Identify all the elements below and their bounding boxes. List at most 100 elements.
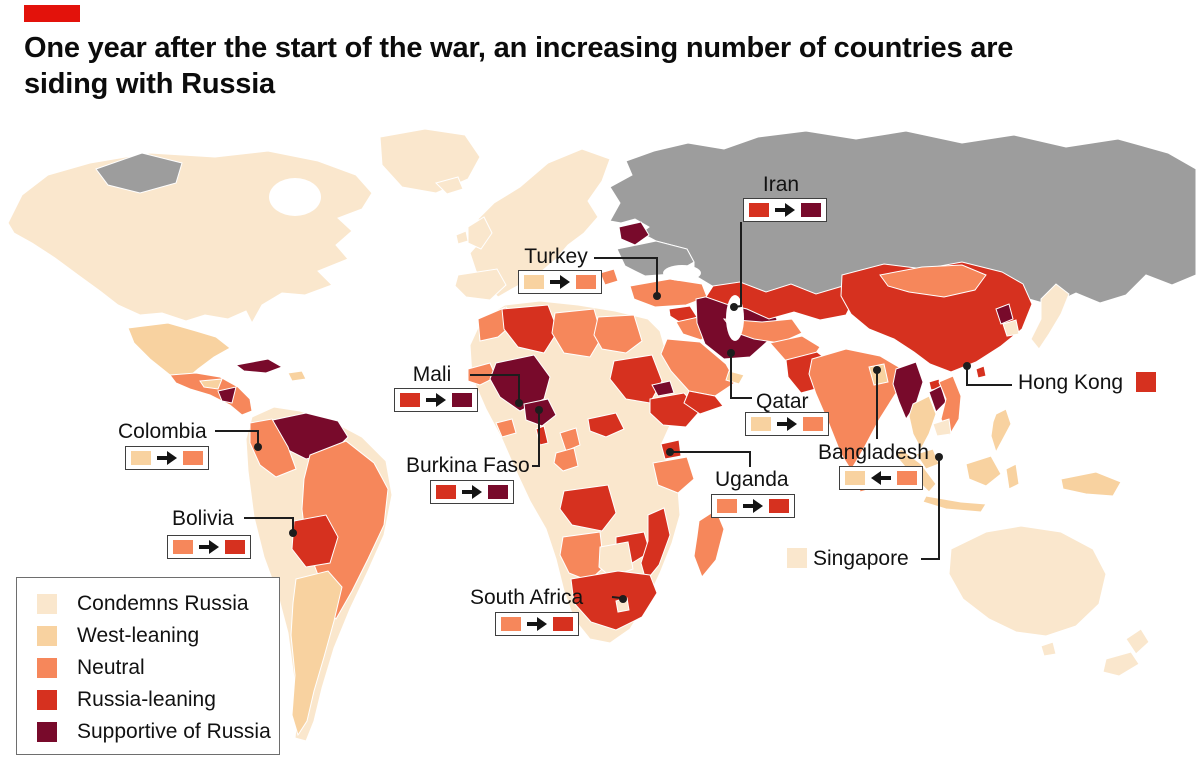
country-java <box>922 495 987 513</box>
country-cameroon <box>559 427 581 452</box>
country-ireland <box>455 230 469 245</box>
country-cuba <box>234 358 284 374</box>
callout-label-colombia: Colombia <box>118 420 207 443</box>
swatch-mali-from <box>400 393 420 407</box>
swatch-turkey-from <box>524 275 544 289</box>
callout-label-iran: Iran <box>762 173 800 196</box>
country-tanzania <box>652 456 695 494</box>
hudson-bay <box>269 178 321 216</box>
country-europe-base <box>469 148 611 298</box>
country-philippines <box>990 408 1012 454</box>
legend-item: Neutral <box>37 652 279 684</box>
arrow-left-icon <box>870 470 892 486</box>
callout-label-turkey: Turkey <box>524 245 588 268</box>
country-iberia <box>454 268 507 301</box>
country-new-zealand-north <box>1125 628 1150 655</box>
callout-label-qatar: Qatar <box>756 390 809 413</box>
arrow-right-icon <box>425 392 447 408</box>
country-north-america <box>7 150 373 325</box>
country-russia-chukotka <box>95 152 183 194</box>
callout-label-singapore: Singapore <box>813 547 909 570</box>
swatch-bolivia-to <box>225 540 245 554</box>
country-mongolia <box>879 264 987 298</box>
swatch-bangladesh-from <box>897 471 917 485</box>
swatch-iran-to <box>801 203 821 217</box>
callout-box-qatar <box>745 412 829 436</box>
callout-box-bolivia <box>167 535 251 559</box>
title-line-1: One year after the start of the war, an … <box>24 32 1014 64</box>
callout-box-uganda <box>711 494 795 518</box>
callout-label-hong-kong: Hong Kong <box>1018 371 1124 394</box>
callout-label-bangladesh: Bangladesh <box>818 441 929 464</box>
arrow-right-icon <box>461 484 483 500</box>
arrow-right-icon <box>198 539 220 555</box>
country-angola <box>559 484 617 532</box>
swatch-qatar-from <box>751 417 771 431</box>
callout-box-colombia <box>125 446 209 470</box>
legend-label: Russia-leaning <box>77 688 216 711</box>
country-belarus <box>618 221 650 246</box>
legend-item: Russia-leaning <box>37 684 279 716</box>
callout-box-bangladesh <box>839 466 923 490</box>
swatch-colombia-from <box>131 451 151 465</box>
legend-swatch-neutral <box>37 658 57 678</box>
legend-item: Supportive of Russia <box>37 716 279 748</box>
arrow-right-icon <box>526 616 548 632</box>
country-mozambique <box>640 507 671 583</box>
swatch-qatar-to <box>803 417 823 431</box>
swatch-bangladesh-to <box>845 471 865 485</box>
country-hispaniola <box>287 370 307 382</box>
swatch-burkina-from <box>436 485 456 499</box>
legend-swatch-russia <box>37 690 57 710</box>
legend-item: Condemns Russia <box>37 588 279 620</box>
arrow-right-icon <box>156 450 178 466</box>
country-south-africa <box>570 570 658 631</box>
page-title: One year after the start of the war, an … <box>24 30 1134 102</box>
country-mexico <box>127 322 231 382</box>
country-cambodia <box>932 418 952 437</box>
swatch-south-africa-to <box>553 617 573 631</box>
swatch-bolivia-from <box>173 540 193 554</box>
callout-box-burkina-faso <box>430 480 514 504</box>
country-china <box>840 261 1033 373</box>
country-turkey <box>629 278 708 308</box>
country-libya <box>551 308 603 358</box>
swatch-uganda-from <box>717 499 737 513</box>
country-colombia <box>249 418 297 478</box>
country-madagascar <box>693 509 725 578</box>
swatch-burkina-to <box>488 485 508 499</box>
legend-label: Condemns Russia <box>77 592 249 615</box>
swatch-hong-kong-status <box>1136 372 1156 392</box>
country-bolivia <box>291 514 339 568</box>
swatch-uganda-to <box>769 499 789 513</box>
title-line-2: siding with Russia <box>24 68 275 100</box>
swatch-iran-from <box>749 203 769 217</box>
country-sulawesi <box>1005 463 1020 490</box>
legend-item: West-leaning <box>37 620 279 652</box>
world-choropleth-map <box>7 128 1197 742</box>
callout-box-iran <box>743 198 827 222</box>
country-nicaragua <box>217 386 237 404</box>
black-sea <box>663 265 701 281</box>
country-eritrea <box>651 380 675 397</box>
country-tasmania <box>1040 641 1057 657</box>
country-borneo <box>965 455 1002 487</box>
swatch-mali-to <box>452 393 472 407</box>
country-honduras <box>199 378 223 390</box>
legend-label: Supportive of Russia <box>77 720 271 743</box>
country-argentina <box>290 570 343 737</box>
callout-label-bolivia: Bolivia <box>172 507 234 530</box>
callout-label-south-africa: South Africa <box>470 586 584 609</box>
country-iceland <box>435 176 464 195</box>
brand-red-bar <box>24 5 80 22</box>
callout-label-mali: Mali <box>412 363 452 386</box>
country-australia <box>948 525 1107 637</box>
arrow-right-icon <box>549 274 571 290</box>
legend-swatch-supportive <box>37 722 57 742</box>
callout-label-burkina-faso: Burkina Faso <box>406 454 530 477</box>
legend-label: Neutral <box>77 656 145 679</box>
country-congo-gabon <box>553 447 579 472</box>
country-ivory-coast-region <box>495 418 517 438</box>
arrow-right-icon <box>776 416 798 432</box>
country-taiwan <box>975 365 987 379</box>
